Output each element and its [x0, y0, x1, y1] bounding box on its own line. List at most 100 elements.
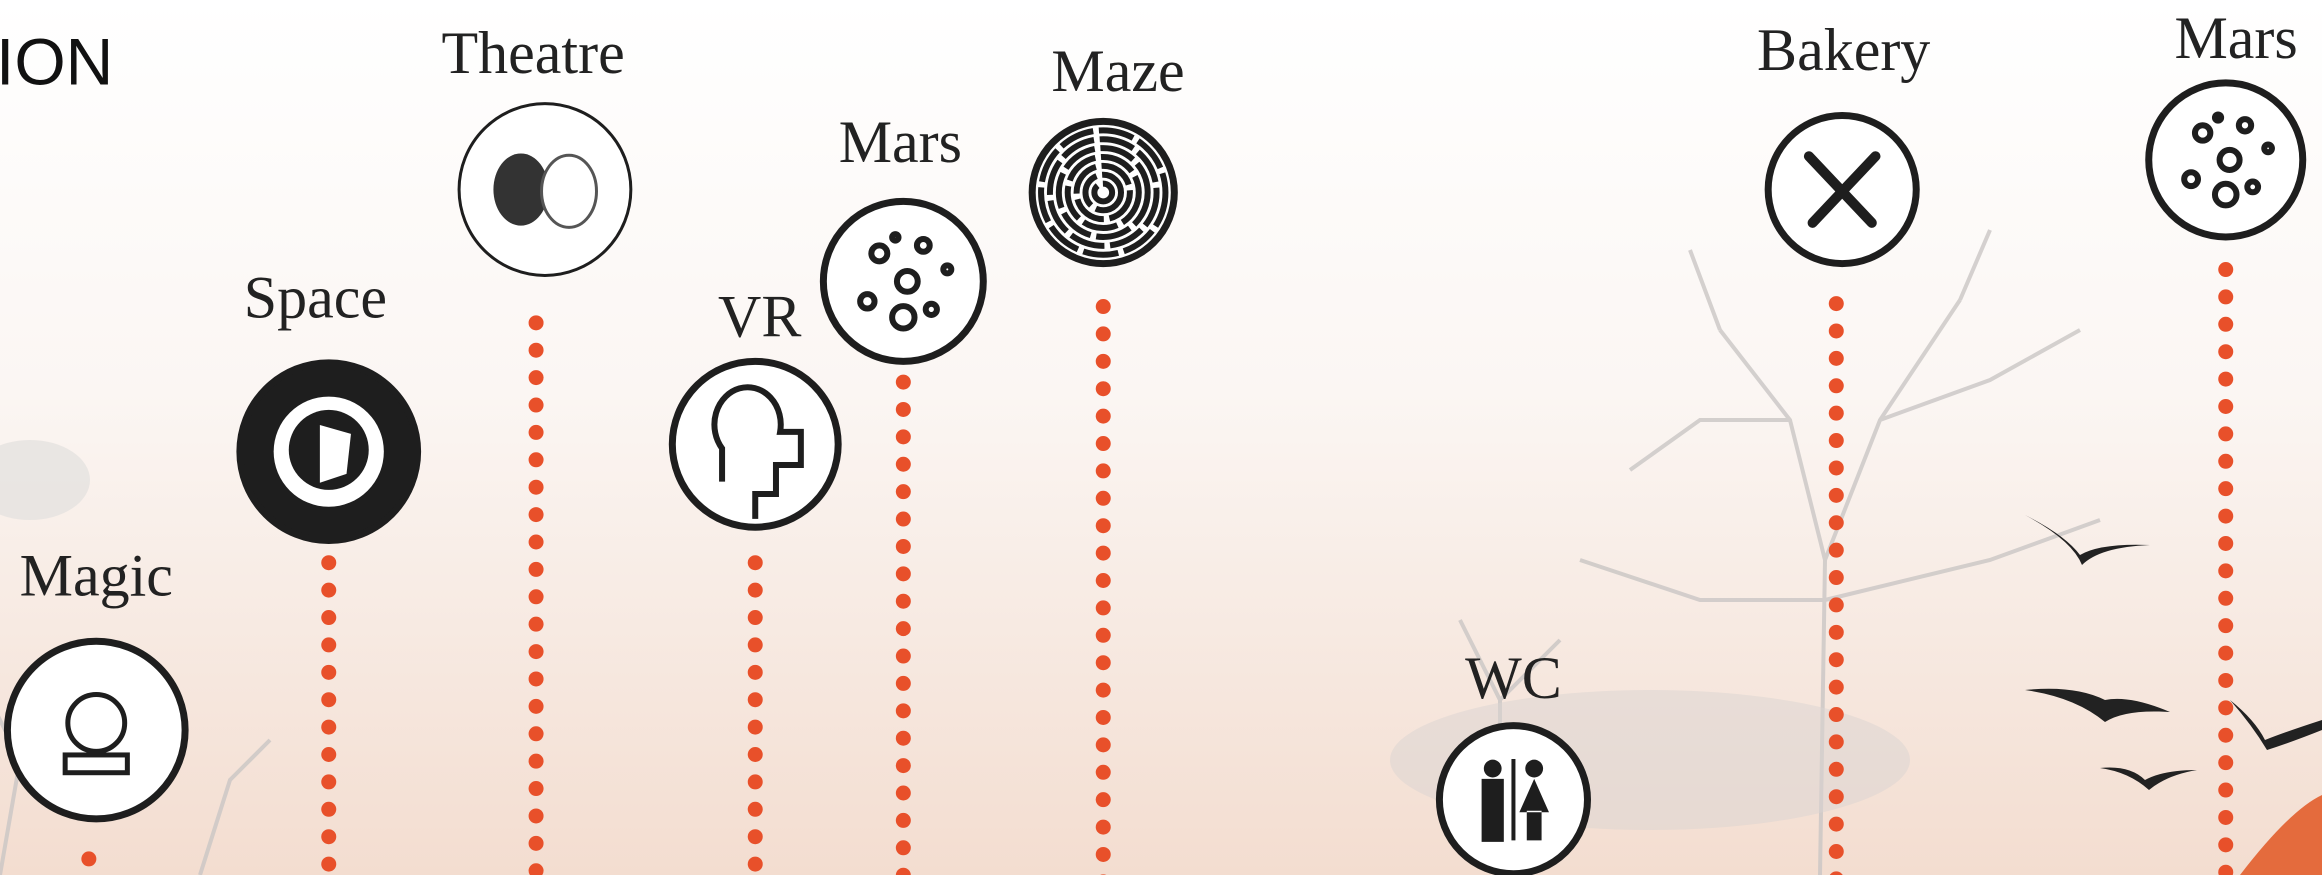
pin-label: Magic — [20, 543, 173, 609]
pin-dot — [2218, 700, 2233, 715]
pin-dot — [1096, 518, 1111, 533]
pin-label: Space — [244, 264, 387, 330]
pin-dot — [1829, 762, 1844, 777]
pin-dot — [321, 555, 336, 570]
pin-dot — [748, 610, 763, 625]
pin-dot — [1096, 299, 1111, 314]
pin-dot — [2218, 289, 2233, 304]
pin-dot — [2218, 344, 2233, 359]
pin-dot — [2218, 783, 2233, 798]
pin-dot — [1829, 734, 1844, 749]
person-head — [1484, 760, 1502, 778]
pin-dot — [1829, 680, 1844, 695]
pin-dot — [1829, 323, 1844, 338]
pin-dot — [748, 665, 763, 680]
pin-dot — [1096, 792, 1111, 807]
pin-dot — [321, 747, 336, 762]
pin-dot — [896, 786, 911, 801]
pin-dot — [1829, 378, 1844, 393]
pin-label: Maze — [1051, 38, 1184, 104]
pin-dot — [896, 758, 911, 773]
pin-dot — [1829, 625, 1844, 640]
pin-dot — [1096, 655, 1111, 670]
pin-dot — [529, 781, 544, 796]
pin-label: Bakery — [1757, 17, 1930, 83]
pin-dot — [529, 534, 544, 549]
pin-dot — [321, 774, 336, 789]
pin-dot — [321, 583, 336, 598]
pin-dot — [1829, 296, 1844, 311]
pin-dot — [2218, 317, 2233, 332]
pin-dot — [896, 539, 911, 554]
pin-dot — [529, 370, 544, 385]
pin-dot — [81, 851, 96, 866]
pin-dot — [1096, 573, 1111, 588]
pin-dot — [896, 457, 911, 472]
title-fragment: ION — [0, 24, 113, 98]
pin-dot — [748, 802, 763, 817]
pin-dot — [529, 754, 544, 769]
pin-label: VR — [718, 284, 801, 350]
pin-dot — [321, 802, 336, 817]
pin-dot — [1829, 707, 1844, 722]
pin-label: Theatre — [442, 20, 625, 86]
pin-dot — [896, 429, 911, 444]
pin-dot — [1096, 463, 1111, 478]
pin-dot — [1096, 710, 1111, 725]
pin-dot — [748, 637, 763, 652]
pin-dot — [1829, 488, 1844, 503]
pin-dot — [896, 676, 911, 691]
pin-dot — [1096, 765, 1111, 780]
pin-dot — [2218, 646, 2233, 661]
pin-dot — [1096, 546, 1111, 561]
pin-dot — [1096, 354, 1111, 369]
person-head — [1525, 760, 1543, 778]
pin-dot — [2218, 591, 2233, 606]
pin-dot — [2218, 372, 2233, 387]
pin-dot — [1096, 600, 1111, 615]
pin-label: Mars — [839, 109, 962, 175]
pin-dot — [1096, 737, 1111, 752]
pin-dot — [529, 671, 544, 686]
pin-dot — [1096, 409, 1111, 424]
pin-dot — [321, 692, 336, 707]
pin-dot — [321, 637, 336, 652]
pin-dot — [896, 621, 911, 636]
pin-dot — [529, 507, 544, 522]
pin-dot — [1829, 570, 1844, 585]
pin-label: Mars — [2174, 5, 2297, 71]
pin-dot — [2218, 728, 2233, 743]
pin-dot — [1096, 847, 1111, 862]
mask-light — [542, 155, 597, 227]
pin-dot — [1096, 491, 1111, 506]
person-body — [1482, 779, 1504, 842]
poster: ION MagicSpaceTheatreVRMarsMazeWCBakeryM… — [0, 0, 2322, 875]
pin-dot — [1096, 820, 1111, 835]
pin-dot — [748, 829, 763, 844]
pin-dot — [2218, 399, 2233, 414]
icon-ring — [1032, 121, 1174, 263]
pin-dot — [896, 840, 911, 855]
pin-dot — [748, 555, 763, 570]
pin-dot — [321, 829, 336, 844]
pin-dot — [1829, 652, 1844, 667]
pin-dot — [2218, 454, 2233, 469]
pin-dot — [529, 589, 544, 604]
icon-ring — [823, 201, 983, 361]
pin-dot — [1829, 351, 1844, 366]
pin-dot — [896, 731, 911, 746]
pin-dot — [1829, 789, 1844, 804]
pin-dot — [2218, 481, 2233, 496]
pin-dot — [1829, 543, 1844, 558]
pin-dot — [321, 610, 336, 625]
pin-dot — [529, 343, 544, 358]
pin-dot — [896, 512, 911, 527]
pin-dot — [529, 644, 544, 659]
pin-dot — [1096, 683, 1111, 698]
icon-ring — [7, 641, 185, 819]
pin-dot — [1829, 844, 1844, 859]
pin-dot — [896, 813, 911, 828]
pin-dot — [321, 857, 336, 872]
pin-dot — [2218, 837, 2233, 852]
pin-dot — [2218, 618, 2233, 633]
